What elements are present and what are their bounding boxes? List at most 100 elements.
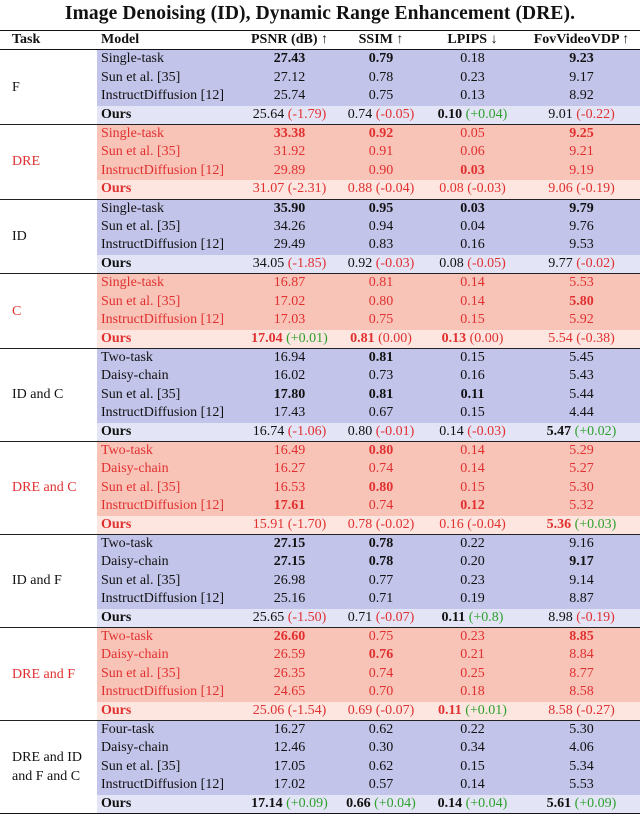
- fov-cell: 5.30: [523, 720, 640, 740]
- psnr-value: 16.94: [273, 349, 306, 365]
- ssim-value: 0.81: [368, 349, 394, 365]
- psnr-value: 26.59: [273, 647, 306, 663]
- table-row: InstructDiffusion [12] 17.02 0.57 0.14 5.53: [0, 776, 640, 795]
- ssim-cell: 0.83: [340, 236, 422, 255]
- ssim-cell: 0.78 (-0.02): [340, 515, 422, 535]
- fov-value: 9.21: [569, 144, 594, 160]
- fov-cell: 8.84: [523, 646, 640, 665]
- psnr-value: 17.80: [273, 386, 306, 402]
- fov-cell: 5.34: [523, 757, 640, 777]
- ssim-cell: 0.74: [340, 664, 422, 684]
- fov-cell: 9.79: [523, 198, 640, 219]
- psnr-cell: 25.65 (-1.50): [239, 608, 340, 628]
- psnr-cell: 29.49: [239, 236, 340, 255]
- ssim-cell: 0.80: [340, 292, 422, 312]
- psnr-cell: 16.02: [239, 367, 340, 386]
- ssim-value: 0.95: [368, 200, 394, 216]
- lpips-value: 0.23: [460, 629, 485, 644]
- psnr-value: 17.03: [273, 312, 306, 328]
- psnr-value: 17.61: [273, 498, 306, 514]
- psnr-value: 16.02: [273, 368, 306, 384]
- model-cell: Sun et al. [35]: [97, 757, 239, 777]
- ssim-value: 0.78: [368, 554, 394, 570]
- fov-value: 8.77: [569, 665, 594, 681]
- ssim-value: 0.75: [368, 312, 394, 328]
- model-cell: Ours: [97, 608, 239, 628]
- ssim-cell: 0.92: [340, 124, 422, 144]
- header-task: Task: [0, 30, 97, 51]
- lpips-value: 0.14: [439, 423, 464, 439]
- results-table: Task Model PSNR (dB) ↑ SSIM ↑ LPIPS ↓ Fo…: [0, 30, 640, 814]
- fov-cell: 8.87: [523, 590, 640, 609]
- fov-cell: 5.44: [523, 385, 640, 405]
- psnr-value: 27.15: [273, 554, 306, 570]
- model-cell: InstructDiffusion [12]: [97, 87, 239, 106]
- psnr-value: 25.65: [252, 609, 285, 625]
- psnr-cell: 26.59: [239, 646, 340, 665]
- fov-cell: 5.61 (+0.09): [523, 794, 640, 814]
- fov-value: 5.53: [569, 275, 594, 291]
- psnr-cell: 17.61: [239, 497, 340, 516]
- fov-value: 4.44: [569, 405, 594, 421]
- fov-cell: 5.43: [523, 367, 640, 386]
- ssim-value: 0.75: [368, 629, 394, 644]
- fov-value: 5.36: [546, 516, 572, 532]
- ssim-cell: 0.57: [340, 776, 422, 795]
- fov-value: 9.25: [569, 126, 594, 142]
- lpips-cell: 0.03: [422, 161, 523, 181]
- lpips-delta: (-0.03): [467, 423, 506, 439]
- ssim-value: 0.74: [347, 106, 373, 122]
- model-cell: Sun et al. [35]: [97, 143, 239, 162]
- ssim-cell: 0.30: [340, 739, 422, 758]
- fov-value: 5.92: [569, 312, 594, 328]
- fov-value: 5.54: [548, 330, 573, 346]
- fov-cell: 9.23: [523, 49, 640, 69]
- header-lpips: LPIPS ↓: [422, 30, 523, 51]
- psnr-delta: (+0.09): [286, 795, 328, 811]
- psnr-delta: (-1.79): [287, 106, 327, 122]
- ssim-cell: 0.69 (-0.07): [340, 701, 422, 721]
- psnr-cell: 16.27: [239, 720, 340, 740]
- lpips-value: 0.16: [439, 516, 464, 532]
- fov-cell: 4.06: [523, 739, 640, 758]
- lpips-cell: 0.19: [422, 590, 523, 609]
- table-row-ours: Ours 25.06 (-1.54) 0.69 (-0.07) 0.11 (+0.01…: [0, 701, 640, 721]
- model-cell: InstructDiffusion [12]: [97, 404, 239, 423]
- header-fovvideovdp: FovVideoVDP ↑: [523, 30, 640, 51]
- table-row: InstructDiffusion [12] 17.61 0.74 0.12 5.32: [0, 497, 640, 516]
- psnr-value: 12.46: [273, 740, 306, 756]
- lpips-value: 0.14: [460, 777, 485, 793]
- ssim-value: 0.80: [368, 479, 394, 495]
- lpips-value: 0.14: [460, 461, 485, 477]
- psnr-delta: (-1.85): [287, 255, 327, 271]
- header-ssim: SSIM ↑: [340, 30, 422, 51]
- lpips-cell: 0.10 (+0.04): [422, 105, 523, 125]
- fov-value: 8.58: [548, 702, 573, 718]
- psnr-cell: 26.35: [239, 664, 340, 684]
- fov-value: 5.61: [546, 795, 572, 811]
- task-cell: ID and C: [0, 347, 97, 442]
- ssim-cell: 0.81 (0.00): [340, 329, 422, 349]
- lpips-cell: 0.23: [422, 68, 523, 88]
- psnr-value: 24.65: [273, 684, 306, 700]
- fov-cell: 9.17: [523, 68, 640, 88]
- ssim-cell: 0.74: [340, 460, 422, 479]
- ssim-cell: 0.76: [340, 646, 422, 665]
- fov-value: 5.32: [569, 498, 594, 514]
- psnr-value: 17.14: [251, 795, 283, 811]
- lpips-value: 0.11: [438, 702, 462, 718]
- psnr-cell: 16.49: [239, 440, 340, 461]
- ssim-value: 0.91: [368, 144, 394, 160]
- table-row: Daisy-chain 26.59 0.76 0.21 8.84: [0, 646, 640, 665]
- psnr-value: 17.02: [273, 293, 306, 309]
- lpips-cell: 0.20: [422, 553, 523, 572]
- lpips-delta: (0.00): [469, 330, 504, 346]
- psnr-delta: (-1.70): [287, 516, 327, 532]
- lpips-value: 0.13: [460, 88, 485, 104]
- psnr-value: 35.90: [273, 200, 306, 216]
- psnr-cell: 17.02: [239, 776, 340, 795]
- psnr-delta: (-2.31): [287, 181, 327, 197]
- lpips-value: 0.08: [439, 255, 464, 271]
- psnr-value: 26.98: [273, 572, 306, 588]
- lpips-cell: 0.11 (+0.8): [422, 608, 523, 628]
